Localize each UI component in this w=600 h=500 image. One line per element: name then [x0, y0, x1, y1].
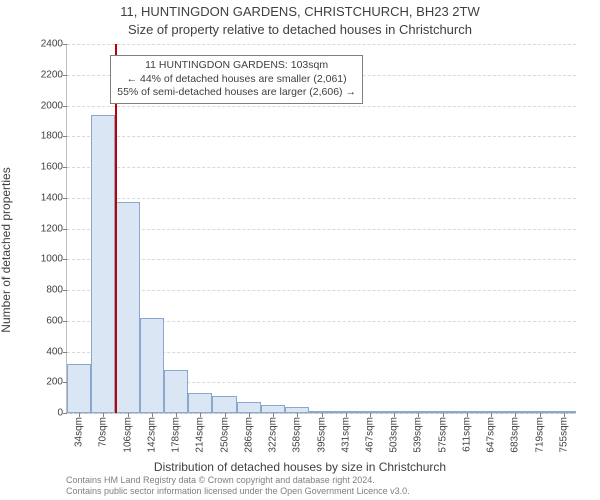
xtick-label: 395sqm [316, 417, 327, 453]
xtick-label: 719sqm [534, 417, 545, 453]
xtick-label: 70sqm [98, 417, 109, 447]
xtick-label: 214sqm [195, 417, 206, 453]
ytick-label: 800 [46, 285, 67, 296]
gridline-h [67, 290, 576, 291]
x-axis-label: Distribution of detached houses by size … [0, 460, 600, 474]
xtick-label: 358sqm [292, 417, 303, 453]
gridline-h [67, 229, 576, 230]
gridline-h [67, 198, 576, 199]
ytick-label: 2000 [41, 100, 67, 111]
gridline-h [67, 259, 576, 260]
histogram-bar [115, 202, 139, 413]
ytick-label: 1000 [41, 254, 67, 265]
xtick-label: 755sqm [558, 417, 569, 453]
xtick-label: 286sqm [243, 417, 254, 453]
histogram-bar [164, 370, 188, 413]
xtick-label: 250sqm [219, 417, 230, 453]
xtick-label: 322sqm [268, 417, 279, 453]
page-title-line2: Size of property relative to detached ho… [0, 22, 600, 37]
xtick-label: 647sqm [486, 417, 497, 453]
xtick-label: 539sqm [413, 417, 424, 453]
annotation-line: ← 44% of detached houses are smaller (2,… [117, 73, 356, 87]
ytick-label: 600 [46, 315, 67, 326]
ytick-label: 1600 [41, 162, 67, 173]
histogram-bar [237, 402, 261, 413]
histogram-plot-area: 0200400600800100012001400160018002000220… [66, 44, 576, 414]
ytick-label: 2200 [41, 69, 67, 80]
xtick-label: 106sqm [122, 417, 133, 453]
histogram-bar [212, 396, 236, 413]
footer-line-1: Contains HM Land Registry data © Crown c… [66, 475, 410, 486]
xtick-label: 611sqm [461, 417, 472, 452]
histogram-bar [188, 393, 212, 413]
xtick-label: 431sqm [340, 417, 351, 453]
xtick-label: 503sqm [389, 417, 400, 453]
annotation-line: 55% of semi-detached houses are larger (… [117, 86, 356, 100]
xtick-label: 683sqm [510, 417, 521, 453]
ytick-label: 1800 [41, 131, 67, 142]
footer-line-2: Contains public sector information licen… [66, 486, 410, 497]
histogram-bar [140, 318, 164, 413]
y-axis-label: Number of detached properties [0, 167, 13, 332]
histogram-bar [91, 115, 115, 413]
histogram-bar [261, 405, 285, 413]
ytick-label: 0 [57, 408, 67, 419]
ytick-label: 2400 [41, 39, 67, 50]
xtick-label: 467sqm [364, 417, 375, 453]
ytick-label: 1400 [41, 192, 67, 203]
annotation-box: 11 HUNTINGDON GARDENS: 103sqm← 44% of de… [110, 55, 363, 104]
ytick-label: 200 [46, 377, 67, 388]
ytick-label: 1200 [41, 223, 67, 234]
gridline-h [67, 167, 576, 168]
ytick-label: 400 [46, 346, 67, 357]
histogram-bar [67, 364, 91, 413]
footer-attribution: Contains HM Land Registry data © Crown c… [66, 475, 410, 497]
xtick-label: 575sqm [437, 417, 448, 453]
gridline-h [67, 44, 576, 45]
xtick-label: 142sqm [146, 417, 157, 453]
page-title-line1: 11, HUNTINGDON GARDENS, CHRISTCHURCH, BH… [0, 4, 600, 19]
gridline-h [67, 136, 576, 137]
xtick-label: 34sqm [74, 417, 85, 447]
annotation-line: 11 HUNTINGDON GARDENS: 103sqm [117, 59, 356, 73]
xtick-label: 178sqm [171, 417, 182, 453]
gridline-h [67, 106, 576, 107]
